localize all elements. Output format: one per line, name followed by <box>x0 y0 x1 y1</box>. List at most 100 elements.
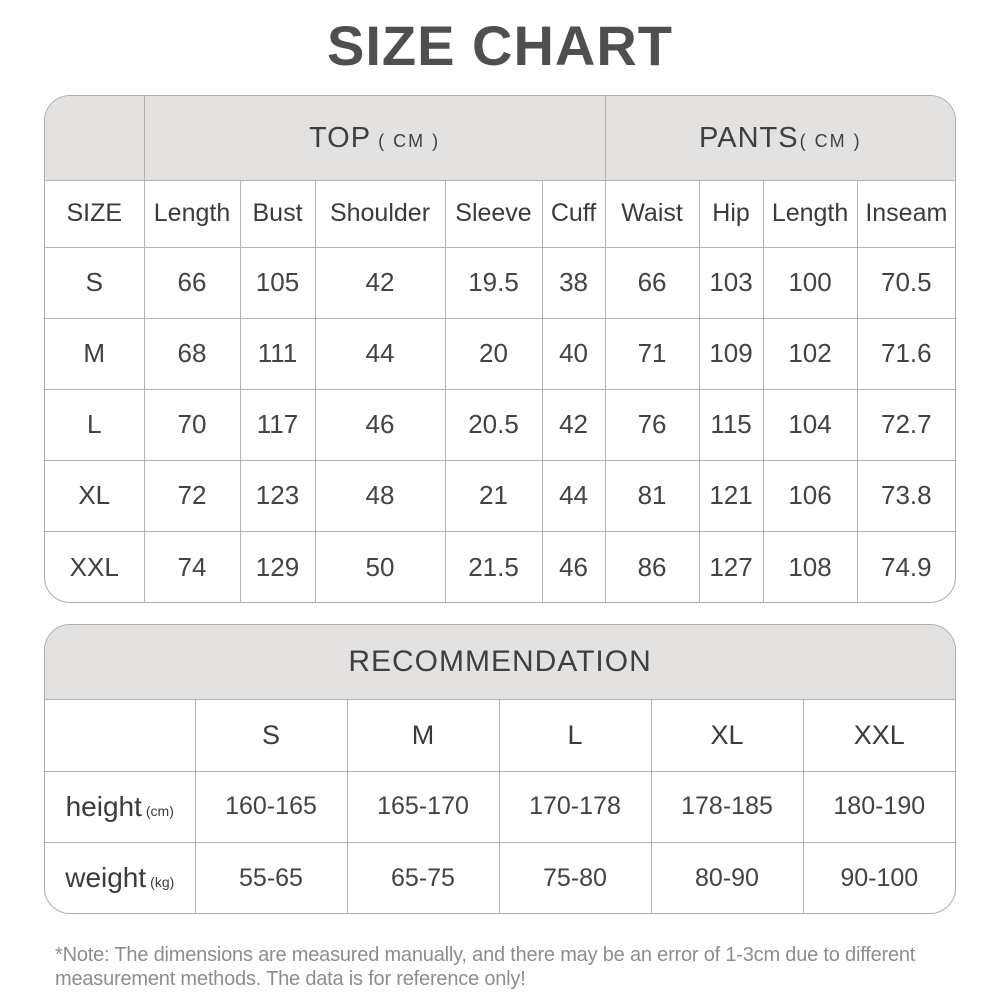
recommendation-table: RECOMMENDATION S M L XL XXL height (cm) 1… <box>45 625 955 914</box>
value-cell: 68 <box>143 317 241 390</box>
value-cell: 106 <box>762 459 858 532</box>
value-cell: 170-178 <box>498 770 652 843</box>
value-cell: 55-65 <box>194 841 348 914</box>
value-cell: 100 <box>762 246 858 319</box>
value-cell: 66 <box>604 246 700 319</box>
value-cell: 81 <box>604 459 700 532</box>
value-cell: 46 <box>314 388 446 461</box>
group-unit-pants: ( CM ) <box>799 130 862 151</box>
table-row-l: L 70 117 46 20.5 42 76 115 104 72.7 <box>45 388 955 461</box>
value-cell: 117 <box>239 388 316 461</box>
value-cell: 165-170 <box>346 770 500 843</box>
value-cell: 108 <box>762 530 858 603</box>
table-row-m: M 68 111 44 20 40 71 109 102 71.6 <box>45 317 955 390</box>
weight-unit: (kg) <box>150 874 175 891</box>
value-cell: 46 <box>541 530 606 603</box>
recommendation-size-row: S M L XL XXL <box>45 698 955 772</box>
weight-label: weight <box>65 862 147 894</box>
rec-column-xxl: XXL <box>802 698 955 772</box>
value-cell: 42 <box>541 388 606 461</box>
group-unit-top: ( CM ) <box>378 130 441 151</box>
value-cell: 71.6 <box>856 317 955 390</box>
value-cell: 76 <box>604 388 700 461</box>
height-unit: (cm) <box>145 802 174 819</box>
value-cell: 70.5 <box>856 246 955 319</box>
value-cell: 111 <box>239 317 316 390</box>
value-cell: 80-90 <box>650 841 804 914</box>
column-header-sleeve: Sleeve <box>444 179 543 248</box>
value-cell: 50 <box>314 530 446 603</box>
value-cell: 65-75 <box>346 841 500 914</box>
height-label: height <box>65 790 142 822</box>
column-header-hip: Hip <box>698 179 764 248</box>
value-cell: 160-165 <box>194 770 348 843</box>
value-cell: 180-190 <box>802 770 955 843</box>
size-cell: M <box>45 317 145 390</box>
column-header-size: SIZE <box>45 179 145 248</box>
note-text: *Note: The dimensions are measured manua… <box>55 944 916 990</box>
recommendation-table-card: RECOMMENDATION S M L XL XXL height (cm) 1… <box>44 624 956 915</box>
rec-column-m: M <box>346 698 500 772</box>
value-cell: 21.5 <box>444 530 543 603</box>
size-table-header-row: SIZE Length Bust Shoulder Sleeve Cuff Wa… <box>45 179 955 248</box>
rec-column-xl: XL <box>650 698 804 772</box>
value-cell: 21 <box>444 459 543 532</box>
value-cell: 72.7 <box>856 388 955 461</box>
group-header-top: TOP ( CM ) <box>143 96 606 181</box>
value-cell: 109 <box>698 317 764 390</box>
recommendation-title: RECOMMENDATION <box>348 645 652 679</box>
size-cell: XL <box>45 459 145 532</box>
value-cell: 121 <box>698 459 764 532</box>
group-label-pants: PANTS <box>699 121 799 154</box>
value-cell: 115 <box>698 388 764 461</box>
column-header-inseam: Inseam <box>856 179 955 248</box>
value-cell: 44 <box>541 459 606 532</box>
value-cell: 127 <box>698 530 764 603</box>
column-header-shoulder: Shoulder <box>314 179 446 248</box>
value-cell: 75-80 <box>498 841 652 914</box>
value-cell: 72 <box>143 459 241 532</box>
size-cell: XXL <box>45 530 145 603</box>
value-cell: 66 <box>143 246 241 319</box>
table-row-xl: XL 72 123 48 21 44 81 121 106 73.8 <box>45 459 955 532</box>
value-cell: 20.5 <box>444 388 543 461</box>
page-title: SIZE CHART <box>327 14 673 77</box>
value-cell: 48 <box>314 459 446 532</box>
value-cell: 86 <box>604 530 700 603</box>
table-row-height: height (cm) 160-165 165-170 170-178 178-1… <box>45 770 955 843</box>
size-table-corner-cell <box>45 96 145 181</box>
column-header-waist: Waist <box>604 179 700 248</box>
value-cell: 40 <box>541 317 606 390</box>
height-label-cell: height (cm) <box>45 770 196 843</box>
value-cell: 73.8 <box>856 459 955 532</box>
value-cell: 19.5 <box>444 246 543 319</box>
size-cell: L <box>45 388 145 461</box>
table-row-xxl: XXL 74 129 50 21.5 46 86 127 108 74.9 <box>45 530 955 603</box>
value-cell: 74.9 <box>856 530 955 603</box>
value-cell: 123 <box>239 459 316 532</box>
value-cell: 90-100 <box>802 841 955 914</box>
size-table-group-row: TOP( CM ) PANTS( CM ) <box>45 96 955 181</box>
size-table: TOP( CM ) PANTS( CM ) SIZE Length Bust S… <box>45 96 955 603</box>
column-header-bust: Bust <box>239 179 316 248</box>
size-cell: S <box>45 246 145 319</box>
value-cell: 20 <box>444 317 543 390</box>
recommendation-corner-cell <box>45 698 196 772</box>
value-cell: 102 <box>762 317 858 390</box>
value-cell: 42 <box>314 246 446 319</box>
column-header-length-top: Length <box>143 179 241 248</box>
table-row-weight: weight (kg) 55-65 65-75 75-80 80-90 90-10… <box>45 841 955 914</box>
table-row-s: S 66 105 42 19.5 38 66 103 100 70.5 <box>45 246 955 319</box>
value-cell: 178-185 <box>650 770 804 843</box>
value-cell: 74 <box>143 530 241 603</box>
value-cell: 129 <box>239 530 316 603</box>
value-cell: 44 <box>314 317 446 390</box>
recommendation-title-cell: RECOMMENDATION <box>45 625 955 700</box>
size-table-card: TOP( CM ) PANTS( CM ) SIZE Length Bust S… <box>44 95 956 604</box>
value-cell: 105 <box>239 246 316 319</box>
value-cell: 71 <box>604 317 700 390</box>
value-cell: 38 <box>541 246 606 319</box>
value-cell: 70 <box>143 388 241 461</box>
weight-label-cell: weight (kg) <box>45 841 196 914</box>
rec-column-l: L <box>498 698 652 772</box>
